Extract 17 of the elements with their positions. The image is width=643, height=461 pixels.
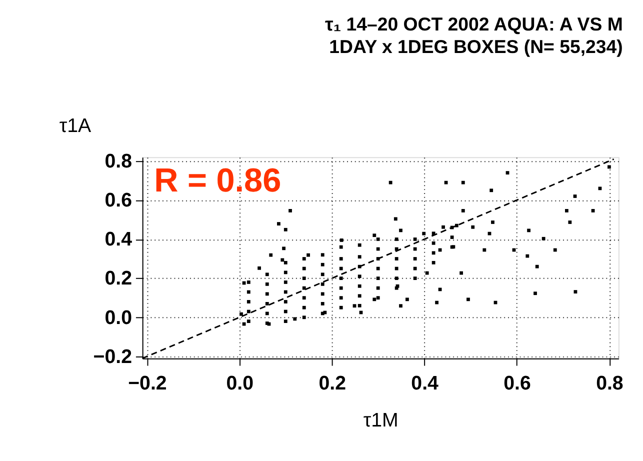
x-tick-label: 0.4 bbox=[411, 372, 439, 394]
y-tick-label: −0.2 bbox=[93, 346, 132, 368]
x-tick-label: −0.2 bbox=[128, 372, 167, 394]
y-tick-label: 0.0 bbox=[104, 306, 132, 329]
y-tick-label: 0.6 bbox=[104, 190, 132, 212]
chart-subtitle: 1DAY x 1DEG BOXES (N= 55,234) bbox=[329, 36, 623, 58]
x-axis-title: τ1M bbox=[363, 410, 398, 432]
chart-title: τ₁ 14–20 OCT 2002 AQUA: A VS M bbox=[325, 14, 623, 35]
x-tick-label: 0.2 bbox=[318, 372, 346, 394]
x-tick-label: 0.6 bbox=[504, 372, 531, 394]
y-tick-label: 0.4 bbox=[104, 228, 132, 251]
y-axis-title: τ1A bbox=[59, 115, 92, 138]
x-tick-label: 0.0 bbox=[226, 372, 254, 394]
y-tick-label: 0.8 bbox=[104, 150, 132, 172]
y-tick-label: 0.2 bbox=[104, 268, 132, 290]
x-tick-label: 0.8 bbox=[596, 372, 624, 394]
annotation: R = 0.86 bbox=[154, 162, 282, 200]
